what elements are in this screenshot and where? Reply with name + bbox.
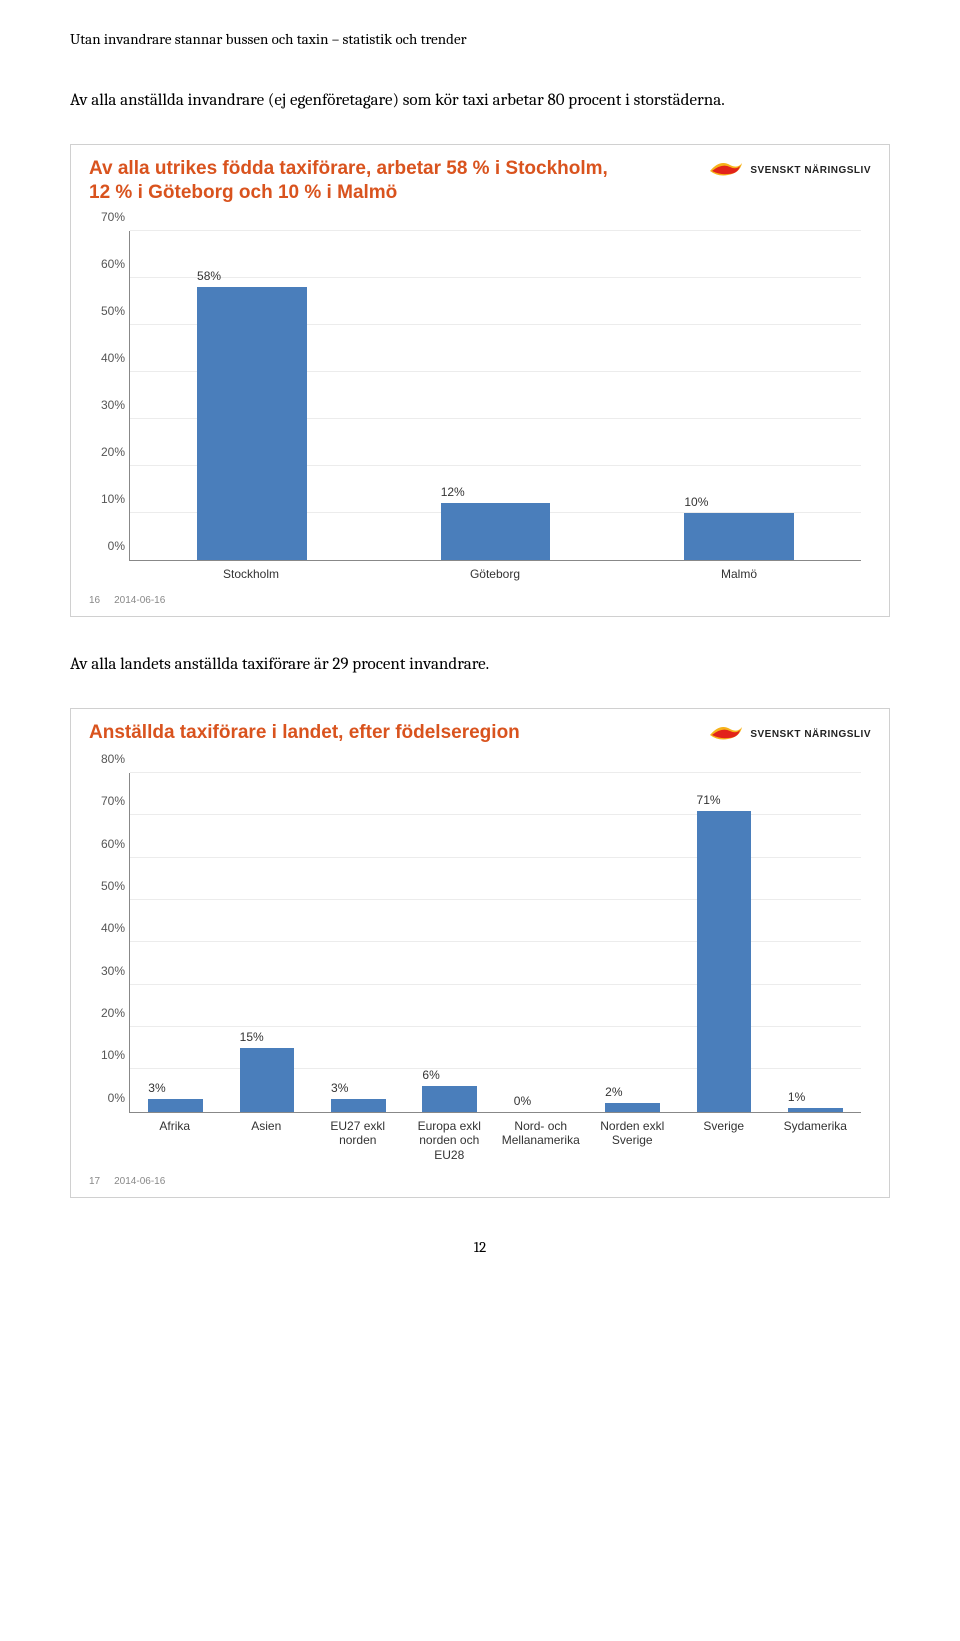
chart-2-bar-slot: 3% [130,773,221,1112]
y-tick-label: 10% [90,1048,125,1062]
bar-rect [788,1108,843,1112]
x-tick-label: Stockholm [129,567,373,581]
bar-rect [697,811,752,1112]
chart-1-footer-date: 2014-06-16 [114,595,165,606]
x-tick-label: Nord- och Mellanamerika [495,1119,587,1162]
intro-paragraph: Av alla anställda invandrare (ej egenför… [70,88,890,114]
chart-2-bar-slot: 71% [678,773,769,1112]
chart-2-bar-slot: 6% [404,773,495,1112]
mid-paragraph: Av alla landets anställda taxiförare är … [70,652,890,678]
bar-rect [197,287,307,560]
bar-rect [422,1086,477,1111]
chart-1-title: Av alla utrikes födda taxiförare, arbeta… [89,157,609,206]
bar-value-label: 0% [514,1094,531,1108]
logo-text: SVENSKT NÄRINGSLIV [750,729,871,740]
chart-2-bar-slot: 2% [587,773,678,1112]
bar-value-label: 3% [148,1081,165,1095]
chart-2-bar-slot: 15% [221,773,312,1112]
page-number: 12 [70,1238,890,1256]
chart-1: Av alla utrikes födda taxiförare, arbeta… [70,144,890,618]
flame-icon [708,721,744,748]
y-tick-label: 20% [90,445,125,459]
bar-value-label: 71% [697,793,721,807]
y-tick-label: 30% [90,398,125,412]
bar-rect [331,1099,386,1112]
logo: SVENSKT NÄRINGSLIV [708,157,871,184]
y-tick-label: 50% [90,879,125,893]
y-tick-label: 10% [90,492,125,506]
bar-rect [441,503,551,559]
x-tick-label: Göteborg [373,567,617,581]
y-tick-label: 80% [90,752,125,766]
y-tick-label: 50% [90,304,125,318]
y-tick-label: 70% [90,210,125,224]
bar-value-label: 3% [331,1081,348,1095]
flame-icon [708,157,744,184]
y-tick-label: 40% [90,351,125,365]
y-tick-label: 30% [90,964,125,978]
chart-1-bar-slot: 12% [374,231,618,560]
x-tick-label: Europa exkl norden och EU28 [404,1119,496,1162]
chart-2-footer-date: 2014-06-16 [114,1176,165,1187]
x-tick-label: EU27 exkl norden [312,1119,404,1162]
page-header: Utan invandrare stannar bussen och taxin… [70,30,890,48]
bar-rect [148,1099,203,1112]
bar-value-label: 12% [441,485,465,499]
y-tick-label: 70% [90,794,125,808]
chart-1-bar-slot: 10% [617,231,861,560]
x-tick-label: Malmö [617,567,861,581]
x-tick-label: Afrika [129,1119,221,1162]
y-tick-label: 20% [90,1006,125,1020]
bar-value-label: 2% [605,1085,622,1099]
logo: SVENSKT NÄRINGSLIV [708,721,871,748]
y-tick-label: 40% [90,921,125,935]
chart-2: Anställda taxiförare i landet, efter föd… [70,708,890,1198]
chart-2-footer-idx: 17 [89,1176,100,1187]
chart-2-title: Anställda taxiförare i landet, efter föd… [89,721,520,746]
y-tick-label: 60% [90,257,125,271]
chart-1-bar-slot: 58% [130,231,374,560]
logo-text: SVENSKT NÄRINGSLIV [750,165,871,176]
chart-2-bar-slot: 1% [770,773,861,1112]
chart-2-bar-slot: 0% [496,773,587,1112]
x-tick-label: Sydamerika [770,1119,862,1162]
bar-value-label: 1% [788,1090,805,1104]
y-tick-label: 60% [90,837,125,851]
bar-value-label: 15% [240,1030,264,1044]
y-tick-label: 0% [90,539,125,553]
bar-value-label: 10% [684,495,708,509]
x-tick-label: Asien [221,1119,313,1162]
bar-value-label: 58% [197,269,221,283]
bar-value-label: 6% [422,1068,439,1082]
chart-2-bar-slot: 3% [313,773,404,1112]
x-tick-label: Norden exkl Sverige [587,1119,679,1162]
bar-rect [240,1048,295,1112]
x-tick-label: Sverige [678,1119,770,1162]
bar-rect [605,1103,660,1111]
chart-1-footer-idx: 16 [89,595,100,606]
y-tick-label: 0% [90,1091,125,1105]
bar-rect [684,513,794,560]
